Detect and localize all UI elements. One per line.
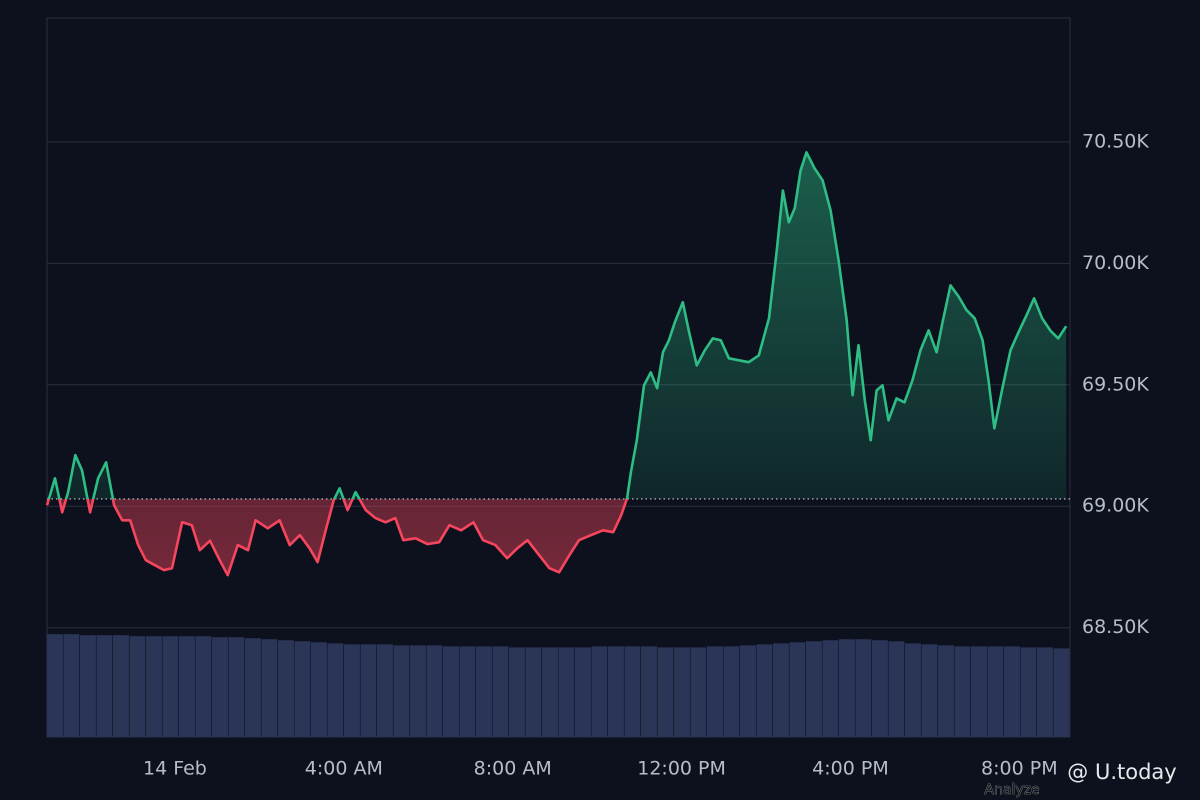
footer-text: Analyze [984, 782, 1039, 798]
volume-bar [344, 644, 360, 737]
y-tick-label: 70.00K [1082, 252, 1149, 274]
volume-bar [707, 646, 723, 737]
volume-bar [575, 647, 591, 737]
volume-bar [47, 634, 63, 737]
volume-bar [690, 647, 707, 737]
volume-bar [393, 645, 410, 737]
volume-bar [459, 646, 476, 737]
volume-bar [789, 642, 806, 737]
x-tick-label: 12:00 PM [637, 758, 726, 780]
volume-bar [756, 644, 773, 737]
volume-bar [63, 634, 80, 737]
volume-bar [426, 645, 443, 737]
volume-bar [476, 646, 492, 737]
volume-bar [591, 646, 608, 737]
volume-bar [96, 635, 113, 737]
volume-bar [657, 647, 674, 737]
volume-bar [723, 646, 740, 737]
y-tick-label: 69.50K [1082, 373, 1149, 395]
x-tick-label: 4:00 PM [812, 758, 889, 780]
volume-bar [377, 644, 393, 737]
volume-bar [1053, 648, 1070, 737]
volume-bar [261, 639, 278, 737]
y-tick-label: 68.50K [1082, 616, 1149, 638]
x-tick-label: 8:00 AM [474, 758, 552, 780]
volume-bar [839, 639, 855, 737]
volume-bar [360, 644, 377, 737]
volume-bar [146, 636, 162, 737]
volume-bar [162, 636, 179, 737]
volume-bar [492, 646, 509, 737]
volume-bar [773, 643, 789, 737]
volume-bar [905, 643, 921, 737]
volume-bar [938, 645, 954, 737]
watermark: @ U.today [1067, 760, 1176, 784]
volume-bar [888, 641, 905, 737]
volume-bar [987, 646, 1004, 737]
x-tick-label: 8:00 PM [981, 758, 1058, 780]
volume-bar [740, 645, 756, 737]
volume-bar [179, 636, 195, 737]
x-tick-label: 14 Feb [143, 758, 207, 780]
volume-bar [1020, 647, 1037, 737]
volume-bar [228, 637, 245, 737]
y-tick-label: 70.50K [1082, 130, 1149, 152]
volume-bar [410, 645, 426, 737]
volume-bar [921, 644, 938, 737]
volume-bar [113, 635, 129, 737]
volume-bar [525, 647, 542, 737]
volume-bar [509, 647, 525, 737]
volume-bar [641, 646, 657, 737]
volume-bar [624, 646, 641, 737]
price-line-down [45, 498, 629, 577]
volume-bar [443, 646, 459, 737]
price-line-up [47, 151, 1068, 499]
volume-bar [542, 647, 558, 737]
volume-bar [1004, 646, 1020, 737]
volume-bar [674, 647, 690, 737]
volume-bar [822, 640, 839, 737]
volume-bar [294, 641, 311, 737]
y-tick-label: 69.00K [1082, 495, 1149, 517]
volume-bar [195, 636, 212, 737]
volume-bar [80, 635, 96, 737]
area-down [47, 498, 1067, 576]
volume-bar [311, 642, 327, 737]
volume-bar [806, 641, 822, 737]
volume-bar [327, 643, 344, 737]
volume-bar [1037, 647, 1053, 737]
volume-bar [855, 639, 872, 737]
volume-bar [971, 646, 987, 737]
area-up [48, 152, 1067, 499]
volume-bar [558, 647, 575, 737]
volume-bar [129, 636, 146, 737]
volume-bar [245, 638, 261, 737]
volume-bar [954, 646, 971, 737]
x-tick-label: 4:00 AM [305, 758, 383, 780]
volume-bar [212, 637, 228, 737]
volume-bar [608, 646, 624, 737]
volume-bar [872, 640, 888, 737]
volume-bar [278, 640, 294, 737]
